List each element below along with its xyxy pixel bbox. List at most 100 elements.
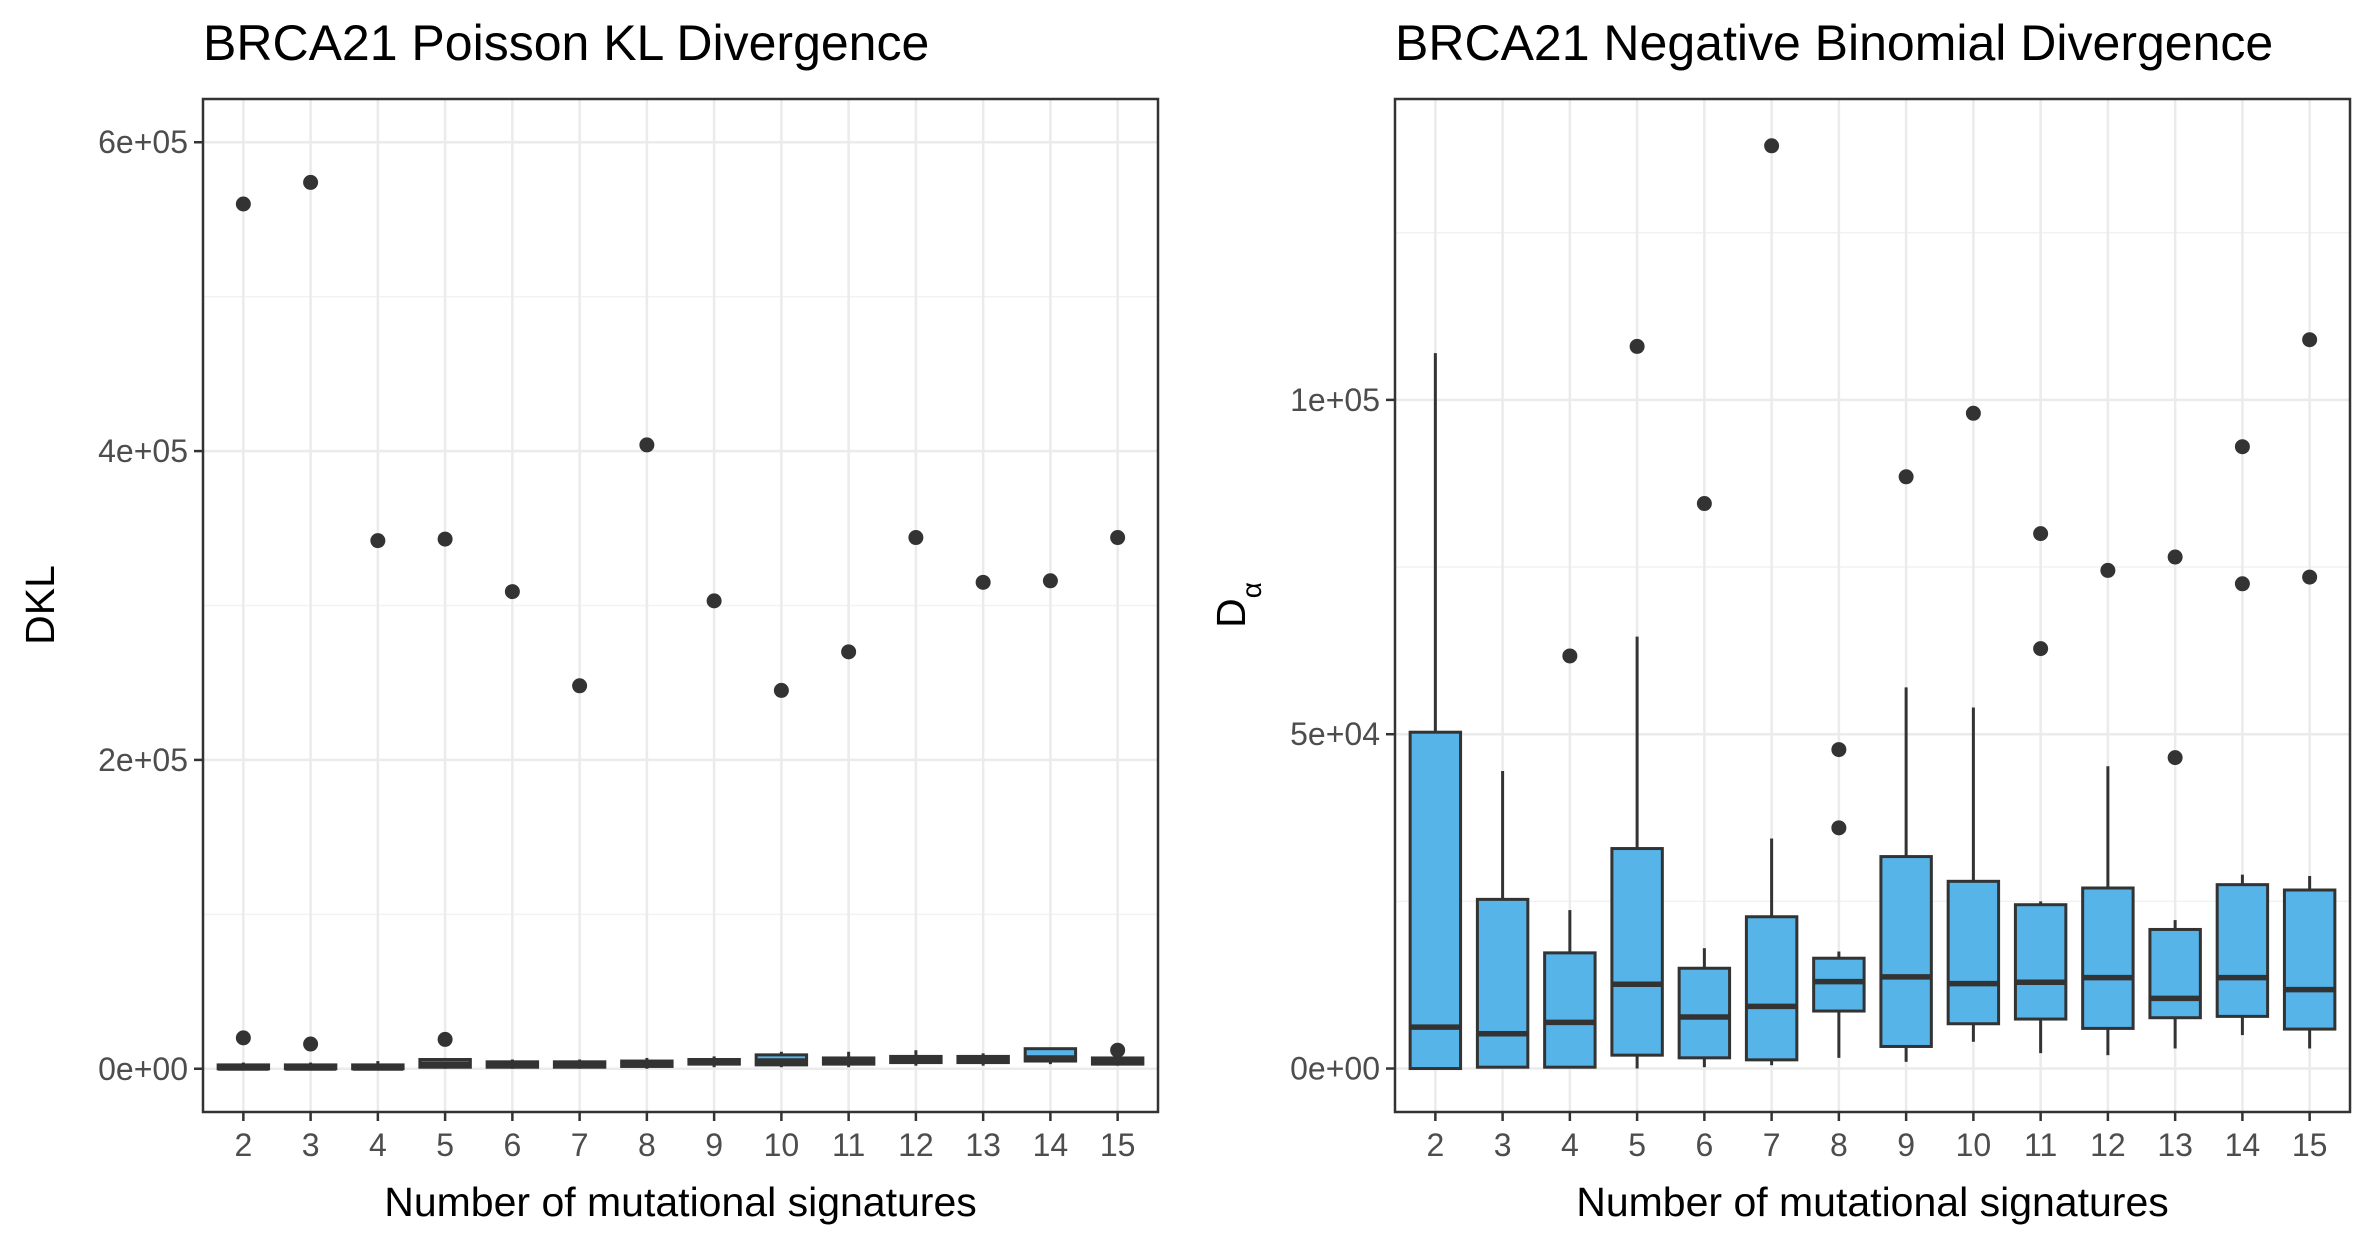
nb-x-tick-label: 13 (2157, 1127, 2193, 1163)
kl-x-tick-label: 14 (1033, 1127, 1069, 1163)
nb-box-12 (2081, 562, 2135, 1056)
nb-x-tick-label: 6 (1695, 1127, 1713, 1163)
kl-y-tick-label: 6e+05 (98, 124, 188, 160)
kl-outlier-point (706, 593, 722, 609)
kl-x-axis-label: Number of mutational signatures (384, 1179, 977, 1225)
nb-box-body (1543, 951, 1597, 1069)
nb-box-10 (1946, 405, 2001, 1042)
kl-y-axis-label: DKL (17, 565, 63, 645)
nb-chart: BRCA21 Negative Binomial Divergence 0e+0… (1208, 15, 2352, 1225)
nb-box-4 (1543, 648, 1597, 1069)
nb-outlier-point (2033, 641, 2049, 657)
kl-panel-border (201, 97, 1160, 1114)
nb-outlier-point (1562, 648, 1578, 664)
nb-x-tick-label: 8 (1830, 1127, 1848, 1163)
kl-box-14 (1023, 573, 1078, 1065)
nb-box-body (1408, 730, 1463, 1071)
nb-x-tick-label: 9 (1897, 1127, 1915, 1163)
kl-outlier-point (504, 584, 520, 600)
kl-outlier-point (235, 196, 251, 212)
nb-box-body (2013, 903, 2068, 1021)
kl-box-9 (687, 593, 741, 1068)
kl-y-axis-label-main: DKL (17, 565, 63, 645)
nb-outlier-point (2100, 562, 2116, 578)
nb-y-axis-label: Dα (1208, 582, 1267, 628)
nb-outlier-point (2302, 332, 2318, 348)
kl-x-tick-label: 5 (436, 1127, 454, 1163)
kl-y-tick-label: 2e+05 (98, 742, 188, 778)
kl-outlier-point (773, 682, 789, 698)
kl-outlier-point (908, 530, 924, 546)
nb-outlier-point (2234, 576, 2250, 592)
kl-outlier-point (437, 531, 453, 547)
nb-box-13 (2148, 549, 2202, 1049)
nb-y-tick-label: 5e+04 (1290, 716, 1380, 752)
kl-outlier-point (1110, 530, 1126, 546)
kl-outlier-point (437, 1031, 453, 1047)
nb-outlier-point (2167, 549, 2183, 565)
kl-box-5 (418, 531, 472, 1069)
kl-box-3 (283, 174, 338, 1071)
nb-panel-border (1393, 97, 2352, 1114)
kl-box-11 (821, 644, 876, 1068)
nb-x-tick-label: 5 (1628, 1127, 1646, 1163)
kl-box-13 (956, 574, 1010, 1066)
kl-box-12 (889, 530, 943, 1066)
kl-outlier-point (841, 644, 857, 660)
kl-box-2 (216, 196, 271, 1071)
nb-y-axis-label-subscript: α (1236, 582, 1267, 598)
nb-box-body (2081, 886, 2135, 1030)
kl-x-tick-label: 3 (302, 1127, 320, 1163)
nb-box-6 (1677, 496, 1732, 1068)
nb-outlier-point (2167, 750, 2183, 766)
nb-box-body (1610, 847, 1664, 1057)
nb-x-tick-label: 4 (1561, 1127, 1579, 1163)
kl-box-4 (351, 533, 405, 1071)
kl-box-8 (620, 437, 674, 1069)
nb-x-axis-label: Number of mutational signatures (1576, 1179, 2169, 1225)
nb-outlier-point (1696, 496, 1712, 512)
kl-x-tick-label: 7 (571, 1127, 589, 1163)
kl-outlier-point (975, 574, 991, 590)
nb-box-2 (1408, 353, 1463, 1071)
kl-y-tick-label: 0e+00 (98, 1051, 188, 1087)
nb-box-body (1677, 966, 1732, 1060)
kl-box-15 (1090, 530, 1145, 1066)
kl-x-tick-label: 12 (898, 1127, 934, 1163)
kl-x-tick-label: 8 (638, 1127, 656, 1163)
nb-x-tick-label: 15 (2292, 1127, 2328, 1163)
nb-box-8 (1812, 742, 1866, 1058)
kl-outlier-point (303, 174, 319, 190)
nb-box-15 (2282, 332, 2337, 1049)
nb-y-tick-label: 0e+00 (1290, 1051, 1380, 1087)
nb-box-body (2282, 888, 2337, 1031)
kl-x-tick-label: 13 (965, 1127, 1001, 1163)
kl-outlier-point (1110, 1042, 1126, 1058)
nb-box-body (1744, 915, 1799, 1062)
nb-panel-background (1395, 99, 2350, 1112)
nb-chart-title: BRCA21 Negative Binomial Divergence (1395, 15, 2273, 71)
kl-outlier-point (1042, 573, 1058, 589)
kl-x-tick-label: 4 (369, 1127, 387, 1163)
kl-plot-panel: 0e+00 2e+05 4e+05 6e+05 2 3 4 5 6 7 8 9 10 11 12 13 14 15 (98, 97, 1160, 1163)
nb-outlier-point (2033, 526, 2049, 542)
kl-chart-title: BRCA21 Poisson KL Divergence (203, 15, 929, 71)
nb-box-14 (2215, 439, 2270, 1036)
kl-x-tick-label: 6 (503, 1127, 521, 1163)
nb-x-tick-label: 12 (2090, 1127, 2126, 1163)
kl-box-6 (485, 584, 540, 1069)
kl-box-7 (552, 678, 607, 1069)
nb-box-7 (1744, 138, 1799, 1066)
kl-outlier-point (572, 678, 588, 694)
nb-outlier-point (2302, 569, 2318, 585)
nb-plot-panel: 0e+00 5e+04 1e+05 2 3 4 5 6 7 8 9 10 11 12 13 14 15 (1290, 97, 2352, 1163)
nb-x-tick-label: 7 (1763, 1127, 1781, 1163)
nb-box-9 (1879, 469, 1933, 1062)
nb-box-11 (2013, 526, 2068, 1054)
kl-x-tick-label: 15 (1100, 1127, 1136, 1163)
kl-box-10 (754, 682, 809, 1068)
nb-x-tick-label: 10 (1956, 1127, 1992, 1163)
nb-box-body (1812, 956, 1866, 1013)
nb-outlier-point (1831, 742, 1847, 758)
